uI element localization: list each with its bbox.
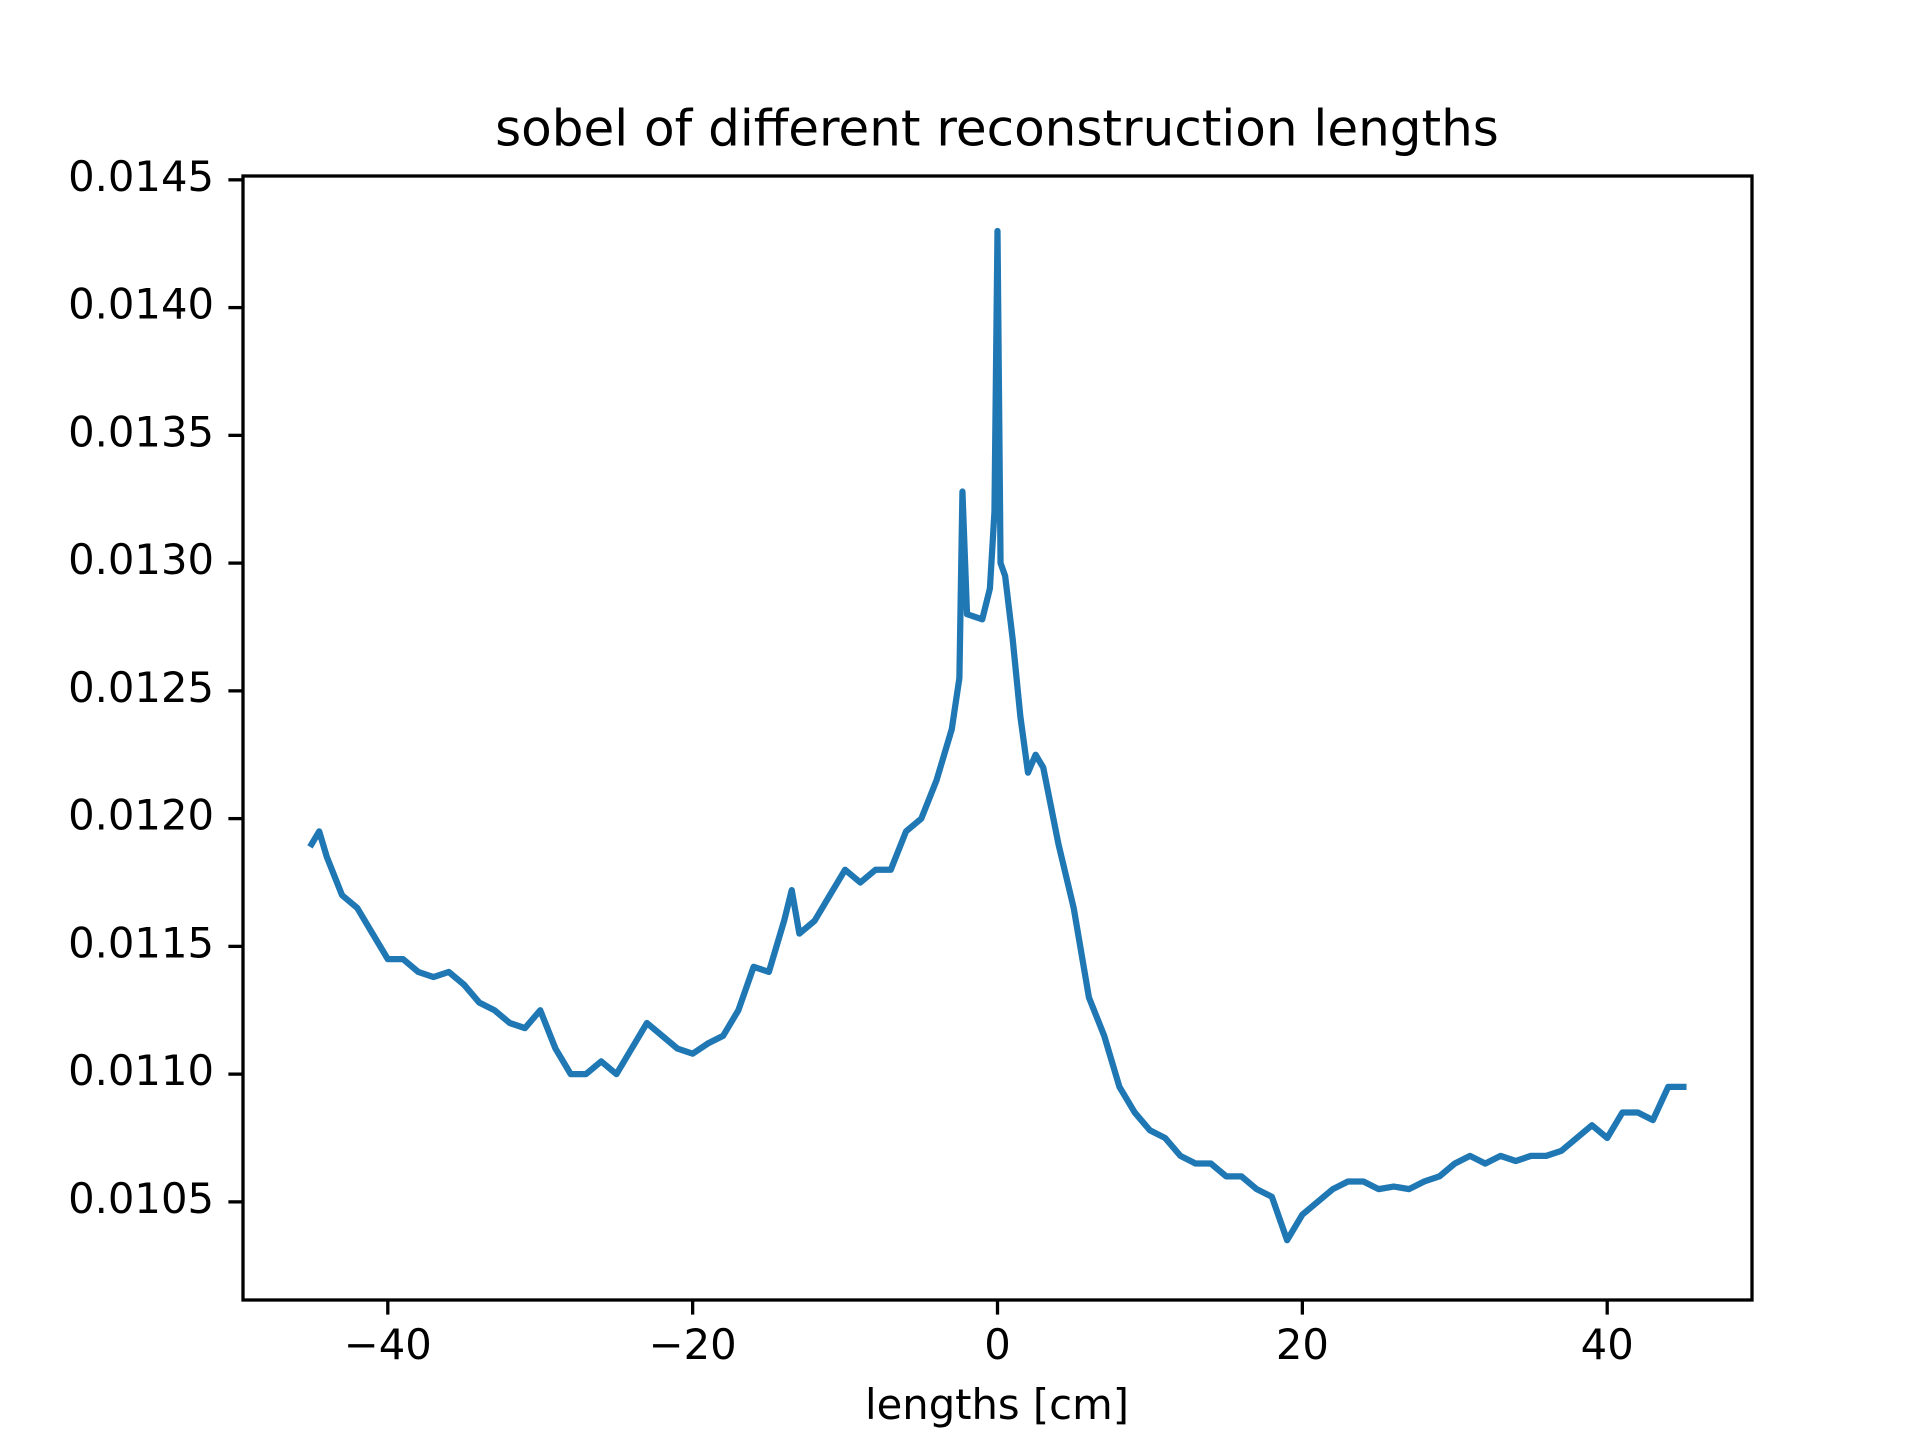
y-tick-label: 0.0110 — [68, 1046, 214, 1095]
y-tick-label: 0.0145 — [68, 152, 214, 201]
data-line — [307, 227, 1687, 1244]
x-tick-label: −20 — [649, 1320, 737, 1369]
y-tick-label: 0.0135 — [68, 407, 214, 456]
y-tick-label: 0.0115 — [68, 918, 214, 967]
x-tick-label: 40 — [1581, 1320, 1634, 1369]
chart-title: sobel of different reconstruction length… — [495, 100, 1499, 158]
y-tick-label: 0.0130 — [68, 535, 214, 584]
y-tick-label: 0.0140 — [68, 280, 214, 329]
axes-frame — [241, 174, 1754, 1302]
y-tick-label: 0.0125 — [68, 663, 214, 712]
x-axis-label: lengths [cm] — [865, 1380, 1129, 1429]
x-tick-label: 0 — [984, 1320, 1011, 1369]
y-tick-label: 0.0105 — [68, 1174, 214, 1223]
y-tick-label: 0.0120 — [68, 791, 214, 840]
x-tick-label: −40 — [344, 1320, 432, 1369]
x-tick-label: 20 — [1276, 1320, 1329, 1369]
